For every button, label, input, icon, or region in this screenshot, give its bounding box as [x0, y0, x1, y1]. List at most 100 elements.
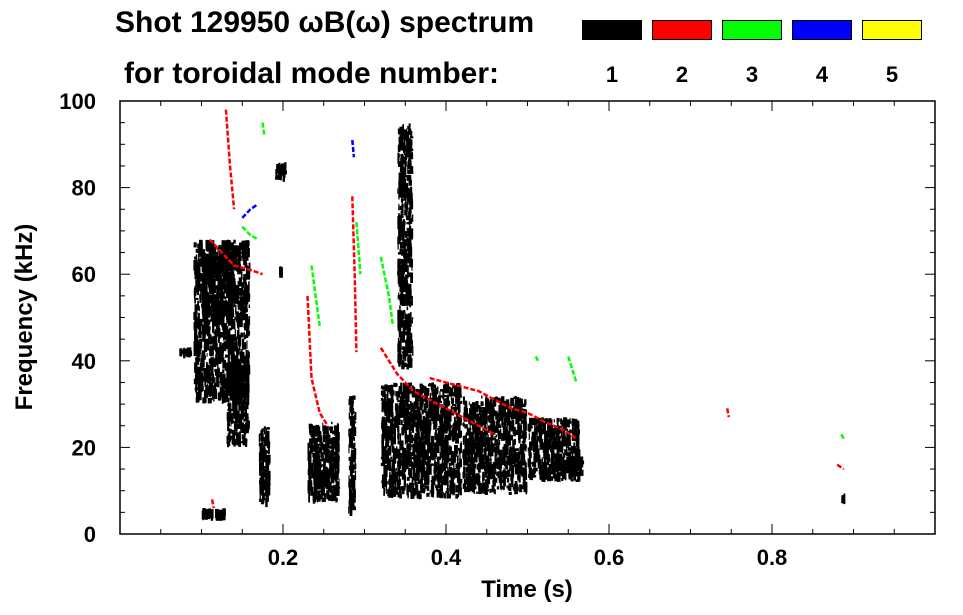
- spectral-speck: [230, 284, 233, 294]
- spectral-speck: [416, 443, 420, 451]
- spectral-speck: [242, 247, 244, 256]
- spectral-speck: [348, 475, 350, 486]
- spectral-speck: [472, 479, 476, 490]
- spectral-speck: [223, 377, 225, 381]
- spectral-speck: [404, 231, 407, 238]
- spectral-speck: [463, 406, 467, 415]
- spectral-speck: [235, 304, 237, 315]
- spectral-speck: [242, 405, 245, 411]
- spectral-speck: [205, 239, 210, 247]
- spectral-speck: [480, 407, 483, 413]
- spectral-speck: [216, 246, 220, 250]
- spectral-speck: [508, 491, 512, 495]
- spectral-speck: [437, 432, 442, 437]
- spectral-speck: [485, 464, 488, 474]
- spectral-speck: [405, 211, 408, 218]
- spectral-speck: [225, 354, 229, 358]
- spectral-speck: [470, 403, 474, 408]
- spectral-speck: [435, 388, 437, 394]
- spectral-speck: [323, 435, 328, 441]
- spectral-speck: [312, 500, 316, 504]
- spectral-speck: [456, 399, 458, 402]
- spectral-speck: [238, 405, 243, 411]
- spectral-speck: [226, 365, 228, 373]
- spectral-speck: [410, 186, 413, 197]
- spectral-speck: [482, 483, 484, 490]
- spectral-speck: [399, 472, 400, 481]
- spectral-speck: [227, 403, 232, 407]
- spectral-speck: [389, 427, 394, 434]
- spectral-speck: [237, 424, 240, 429]
- spectral-speck: [558, 435, 562, 439]
- spectral-speck: [489, 399, 493, 405]
- spectral-speck: [209, 265, 213, 269]
- spectral-speck: [464, 486, 467, 493]
- spectral-speck: [513, 438, 516, 445]
- spectral-speck: [238, 323, 240, 333]
- spectral-speck: [207, 398, 212, 404]
- spectral-speck: [323, 478, 328, 483]
- spectrum-marks: [179, 109, 846, 521]
- spectral-speck: [334, 490, 337, 501]
- spectral-speck: [216, 255, 220, 262]
- spectral-speck: [237, 378, 242, 390]
- spectral-speck: [224, 267, 227, 277]
- spectral-speck: [407, 149, 410, 157]
- spectral-speck: [442, 491, 444, 498]
- spectral-speck: [522, 404, 526, 408]
- spectral-speck: [552, 461, 557, 470]
- spectral-speck: [522, 475, 526, 479]
- spectral-speck: [504, 411, 506, 423]
- spectral-speck: [563, 426, 567, 431]
- spectral-speck: [241, 434, 244, 440]
- spectral-speck: [352, 426, 357, 436]
- spectral-speck: [401, 403, 404, 408]
- spectral-speck: [225, 260, 229, 271]
- spectral-speck: [430, 383, 434, 390]
- spectral-speck: [406, 146, 409, 153]
- spectral-speck: [314, 481, 319, 485]
- spectral-speck: [407, 354, 412, 360]
- spectral-speck: [384, 398, 387, 410]
- spectral-speck: [404, 397, 409, 401]
- spectral-speck: [517, 477, 519, 481]
- spectral-speck: [534, 460, 537, 468]
- spectral-speck: [318, 434, 322, 440]
- mode-track: [310, 265, 321, 327]
- spectral-speck: [213, 246, 217, 255]
- spectral-speck: [398, 230, 401, 240]
- spectral-speck: [451, 404, 456, 407]
- spectral-speck: [399, 397, 402, 404]
- spectral-speck: [330, 477, 332, 484]
- spectral-speck: [241, 384, 244, 395]
- spectral-speck: [431, 475, 436, 486]
- spectral-speck: [409, 258, 413, 268]
- spectral-speck: [260, 475, 265, 485]
- spectral-speck: [416, 489, 419, 492]
- spectral-speck: [420, 478, 423, 489]
- spectral-speck: [497, 427, 499, 430]
- spectral-speck: [407, 317, 410, 325]
- spectral-speck: [405, 416, 409, 427]
- spectral-speck: [318, 490, 322, 493]
- spectral-speck: [226, 388, 230, 393]
- spectral-speck: [550, 458, 554, 468]
- spectral-speck: [466, 440, 470, 451]
- spectral-speck: [199, 372, 202, 379]
- spectral-speck: [574, 424, 577, 435]
- spectral-speck: [562, 453, 565, 463]
- spectral-speck: [555, 440, 558, 445]
- spectral-speck: [406, 324, 411, 336]
- spectral-speck: [222, 254, 227, 261]
- spectral-speck: [470, 409, 473, 413]
- spectral-speck: [466, 432, 468, 436]
- spectral-speck: [566, 437, 569, 445]
- spectral-speck: [215, 382, 220, 387]
- spectral-speck: [222, 359, 227, 369]
- spectral-speck: [244, 262, 248, 268]
- spectral-speck: [440, 410, 444, 414]
- spectral-speck: [450, 453, 452, 458]
- spectral-speck: [198, 356, 199, 365]
- spectral-speck: [215, 354, 218, 358]
- spectral-speck: [475, 413, 480, 422]
